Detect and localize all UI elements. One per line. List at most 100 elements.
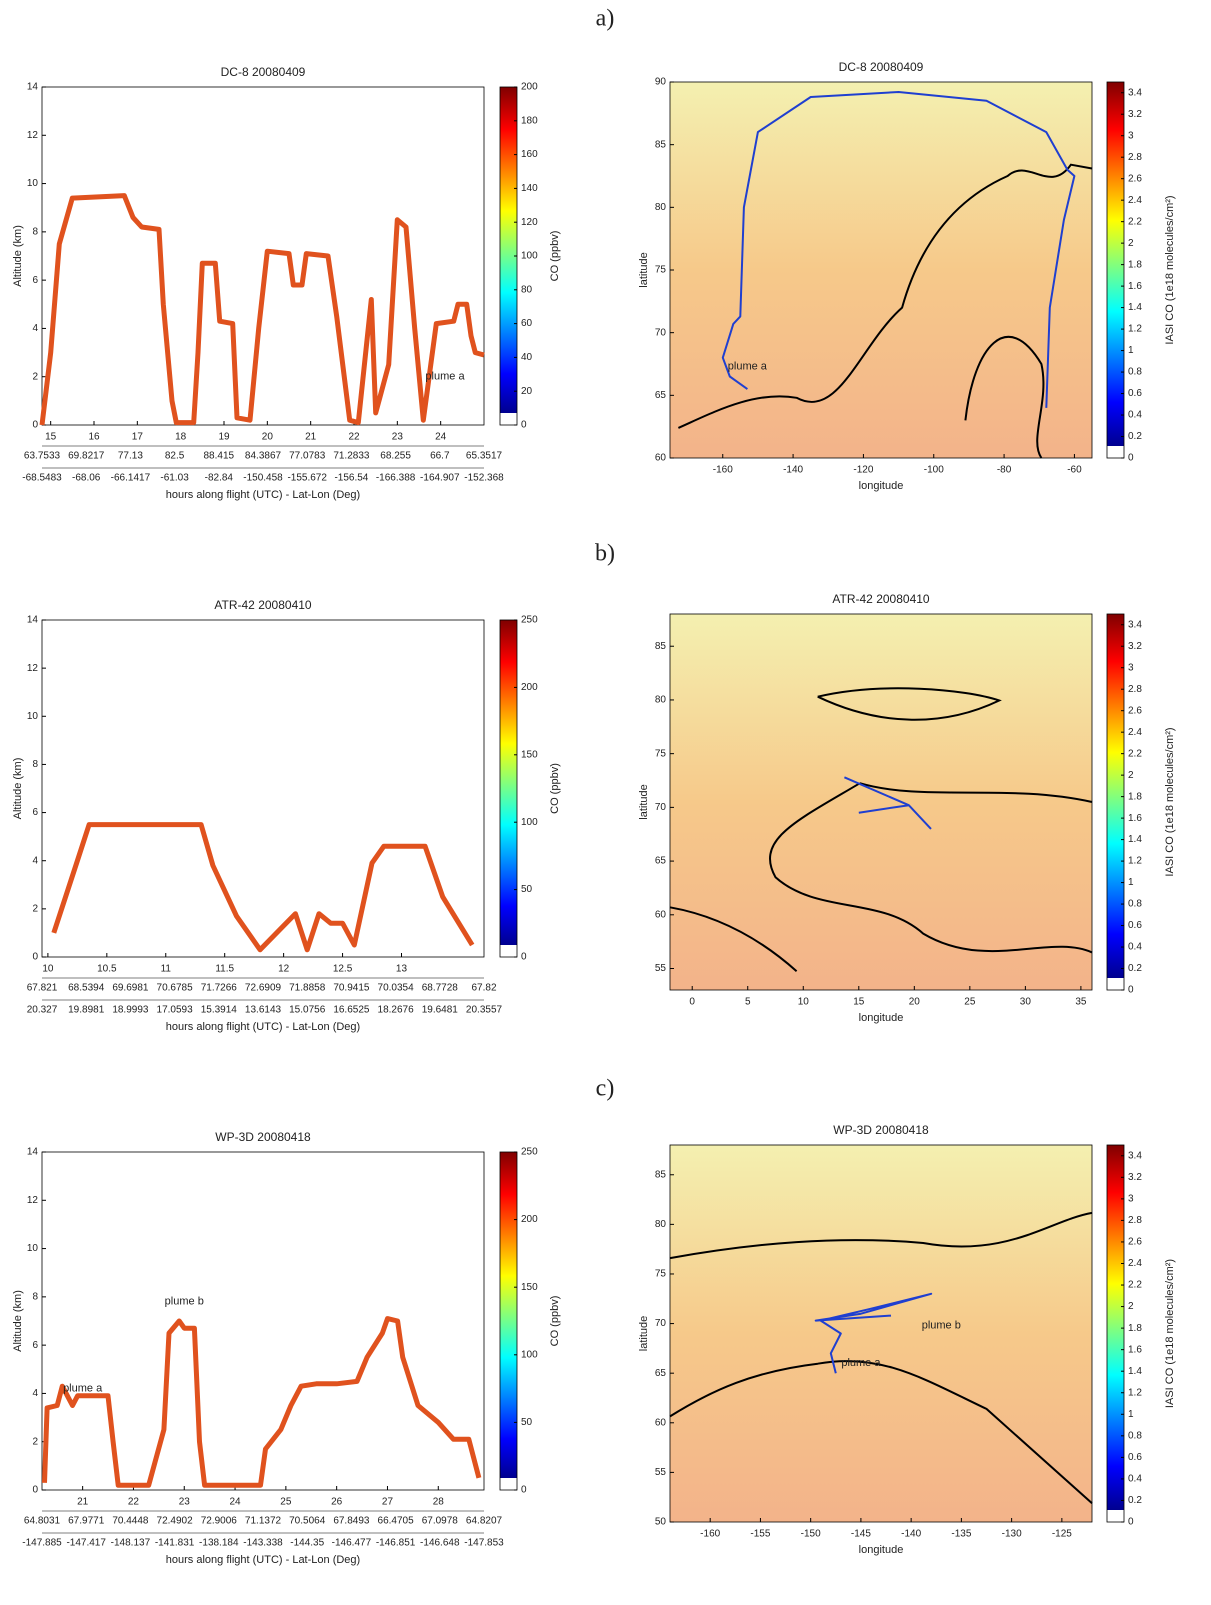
colorbar-tick-label: 200 [521,82,538,93]
colorbar-frame [499,619,518,958]
x-secondary-label: 70.0354 [378,983,415,994]
x-tick-label: 21 [77,1497,89,1508]
x-secondary-label: 68.7728 [422,983,459,994]
x-secondary-label: 70.4448 [112,1516,149,1527]
x-secondary-label: -138.184 [199,1538,239,1549]
chart-title: WP-3D 20080418 [215,1130,311,1144]
x-tick-label: 28 [433,1497,445,1508]
y-axis-label: latitude [638,1316,650,1351]
colorbar-tick-label: 2.8 [1128,684,1142,695]
x-tick-label: 12.5 [333,964,353,975]
annotation: plume b [922,1319,961,1331]
y-tick-label: 70 [655,802,667,813]
colorbar-tick-label: 50 [521,884,533,895]
colorbar-tick-label: 0.8 [1128,367,1142,378]
y-tick-label: 65 [655,856,667,867]
colorbar-tick-label: 1.8 [1128,259,1142,270]
colorbar-tick-label: 3.2 [1128,1172,1142,1183]
y-tick-label: 6 [32,1340,38,1351]
colorbar-tick-label: 180 [521,115,538,126]
x-secondary-label: 70.9415 [333,983,370,994]
y-tick-label: 2 [32,903,38,914]
flight-altitude [39,193,485,426]
colorbar-label: CO (ppbv) [549,1296,561,1347]
colorbar-tick-label: 3 [1128,1193,1134,1204]
colorbar-tick-label: 200 [521,682,538,693]
colorbar-frame [1106,613,1125,991]
y-tick-label: 10 [27,711,39,722]
x-tick-label: -120 [853,465,873,476]
x-tick-label: 19 [218,432,230,443]
y-tick-label: 12 [27,130,39,141]
x-tick-label: -60 [1067,465,1082,476]
colorbar-tick-label: 20 [521,386,533,397]
y-tick-label: 2 [32,371,38,382]
colorbar-tick-label: 3.4 [1128,619,1142,630]
y-axis-label: Altitude (km) [12,1290,24,1352]
colorbar-tick-label: 0 [1128,1517,1134,1528]
y-tick-label: 14 [27,615,39,626]
x-secondary-label: 13.6143 [245,1005,282,1016]
x-tick-label: -160 [713,465,733,476]
colorbar-tick-label: 0.8 [1128,899,1142,910]
colorbar-tick-label: 2.2 [1128,216,1142,227]
colorbar-tick-label: 1 [1128,877,1134,888]
x-tick-label: -145 [851,1529,871,1540]
colorbar-tick-label: 1.2 [1128,324,1142,335]
x-tick-label: 5 [745,997,751,1008]
flight-altitude [42,1316,482,1488]
colorbar-tick-label: 2.2 [1128,748,1142,759]
x-secondary-label: 20.327 [27,1005,58,1016]
y-tick-label: 8 [32,759,38,770]
coastline [677,163,1093,459]
x-tick-label: 0 [689,997,695,1008]
flight-track [844,776,932,830]
colorbar-tick-label: 150 [521,1282,538,1293]
y-tick-label: 55 [655,963,667,974]
x-secondary-label: -143.338 [243,1538,283,1549]
x-secondary-label: -144.35 [290,1538,324,1549]
x-secondary-label: -146.648 [420,1538,460,1549]
colorbar-tick-label: 2 [1128,1301,1134,1312]
colorbar-tick-label: 0 [1128,453,1134,464]
y-tick-label: 2 [32,1436,38,1447]
annotation: plume a [425,371,465,383]
x-secondary-label: 68.255 [380,451,411,462]
x-tick-label: -130 [1002,1529,1022,1540]
x-secondary-label: 65.3517 [466,451,503,462]
colorbar-frame [1106,81,1125,459]
colorbar-label: IASI CO (1e18 molecules/cm²) [1164,195,1176,344]
colorbar-tick-label: 2.8 [1128,152,1142,163]
annotation: plume a [63,1383,103,1395]
x-secondary-label: 72.4902 [157,1516,194,1527]
x-tick-label: -100 [924,465,944,476]
colorbar-tick-label: 100 [521,1349,538,1360]
x-secondary-label: 19.8981 [68,1005,105,1016]
colorbar-tick-label: 0.2 [1128,963,1142,974]
x-secondary-label: 16.6525 [333,1005,370,1016]
x-tick-label: 10 [798,997,810,1008]
colorbar-tick-label: 3 [1128,662,1134,673]
x-tick-label: 22 [348,432,360,443]
x-secondary-label: 82.5 [165,451,185,462]
x-tick-label: 11.5 [215,964,234,975]
plot-frame [41,1151,485,1491]
y-axis-label: latitude [638,252,650,287]
colorbar-tick-label: 140 [521,183,538,194]
x-tick-label: 17 [132,432,144,443]
x-tick-label: -155 [750,1529,770,1540]
colorbar-tick-label: 0.4 [1128,1474,1142,1485]
map-background [670,82,1092,458]
y-tick-label: 10 [27,178,39,189]
y-tick-label: 4 [32,1388,38,1399]
y-tick-label: 4 [32,855,38,866]
flight-track [721,91,1076,408]
y-tick-label: 8 [32,226,38,237]
x-secondary-label: -147.417 [66,1538,106,1549]
y-tick-label: 6 [32,275,38,286]
y-axis-label: latitude [638,784,650,819]
x-tick-label: 15 [853,997,865,1008]
y-tick-label: 12 [27,1195,39,1206]
y-tick-label: 60 [655,909,667,920]
